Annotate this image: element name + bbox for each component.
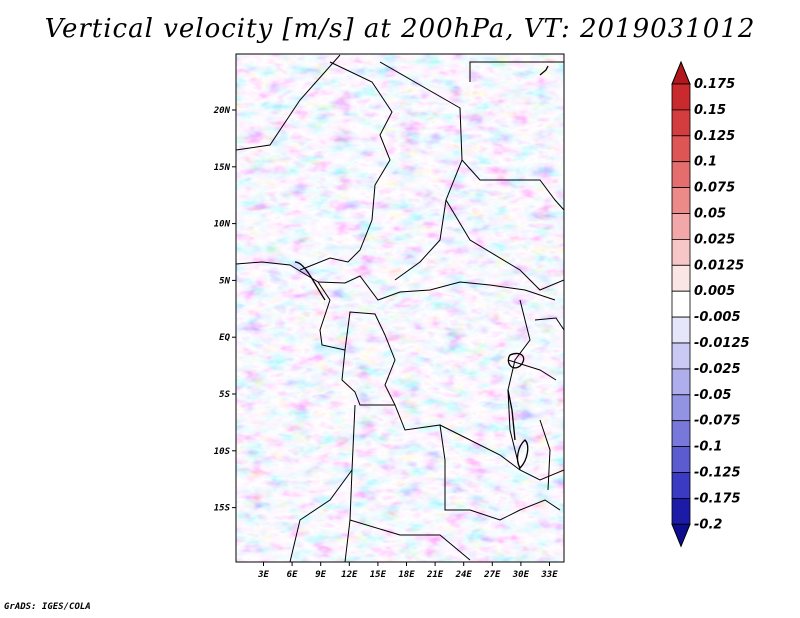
colorbar-swatch <box>671 109 691 137</box>
lon-tick-label: 18E <box>398 570 415 580</box>
colorbar-swatch <box>671 161 691 188</box>
lon-tick-label: 24E <box>455 570 473 580</box>
longitude-axis: 3E 6E 9E 12E 15E 18E 21E 24E 27E 30E 33E <box>257 562 558 580</box>
colorbar-swatch <box>671 213 691 240</box>
colorbar-label: 0.175 <box>694 77 735 92</box>
lon-tick-label: 3E <box>257 570 269 580</box>
colorbar-label: -0.125 <box>694 466 741 481</box>
colorbar-label: 0.0125 <box>694 258 744 273</box>
lon-tick-label: 15E <box>370 570 387 580</box>
velocity-field <box>236 54 564 562</box>
water-bodies <box>294 65 549 470</box>
colorbar-label: -0.2 <box>694 517 722 532</box>
colorbar-label: -0.075 <box>694 414 741 429</box>
colorbar-label: -0.05 <box>694 388 731 403</box>
colorbar-swatch <box>671 135 691 163</box>
colorbar-label: -0.1 <box>694 440 722 455</box>
lat-tick-label: 15S <box>214 504 231 514</box>
lat-tick-label: 15N <box>214 163 231 173</box>
lat-tick-label: EQ <box>219 333 230 343</box>
lon-tick-label: 9E <box>315 570 326 580</box>
lat-tick-label: 5N <box>219 276 230 286</box>
colorbar-swatch <box>671 316 691 344</box>
lon-tick-label: 33E <box>540 570 558 580</box>
colorbar-bottom-arrow <box>671 523 691 548</box>
colorbar-label: 0.075 <box>694 181 735 196</box>
lat-tick-label: 20N <box>213 106 231 116</box>
lon-tick-label: 12E <box>341 570 358 580</box>
colorbar-swatch <box>671 238 691 266</box>
colorbar-swatch <box>671 264 691 292</box>
country-borders <box>236 54 564 562</box>
colorbar-swatch <box>671 342 691 370</box>
grads-credit: GrADS: IGES/COLA <box>4 602 91 612</box>
colorbar-label: 0.025 <box>694 232 735 247</box>
colorbar-label: -0.005 <box>694 310 741 325</box>
colorbar-swatch <box>671 187 691 214</box>
chart-title: Vertical velocity [m/s] at 200hPa, VT: 2… <box>44 14 756 44</box>
colorbar-label: 0.005 <box>694 284 735 299</box>
colorbar: 0.175 0.15 0.125 0.1 0.075 0.05 0.025 0.0125 0.0… <box>671 60 750 548</box>
colorbar-swatch <box>671 368 691 396</box>
colorbar-label: -0.175 <box>694 491 741 506</box>
colorbar-swatch <box>671 420 691 448</box>
colorbar-swatch <box>671 83 691 111</box>
map-frame <box>235 53 565 563</box>
colorbar-label: 0.15 <box>694 103 726 118</box>
colorbar-label: -0.025 <box>694 362 741 377</box>
lon-tick-label: 30E <box>512 570 530 580</box>
colorbar-label: 0.05 <box>694 207 726 222</box>
colorbar-top-arrow <box>671 60 691 85</box>
lat-tick-label: 10N <box>214 220 231 230</box>
colorbar-swatch <box>671 394 691 422</box>
colorbar-label: 0.1 <box>694 155 717 170</box>
colorbar-swatch <box>671 497 691 525</box>
colorbar-swatch <box>671 472 691 499</box>
lat-tick-label: 10S <box>214 447 231 457</box>
colorbar-label: -0.0125 <box>694 336 750 351</box>
lon-tick-label: 27E <box>483 570 501 580</box>
colorbar-swatch <box>671 446 691 473</box>
colorbar-swatch <box>671 290 691 318</box>
colorbar-label: 0.125 <box>694 129 735 144</box>
lon-tick-label: 6E <box>287 570 298 580</box>
latitude-axis: 20N 15N 10N 5N EQ 5S 10S 15S <box>213 106 236 514</box>
lat-tick-label: 5S <box>219 390 230 400</box>
lon-tick-label: 21E <box>426 570 444 580</box>
